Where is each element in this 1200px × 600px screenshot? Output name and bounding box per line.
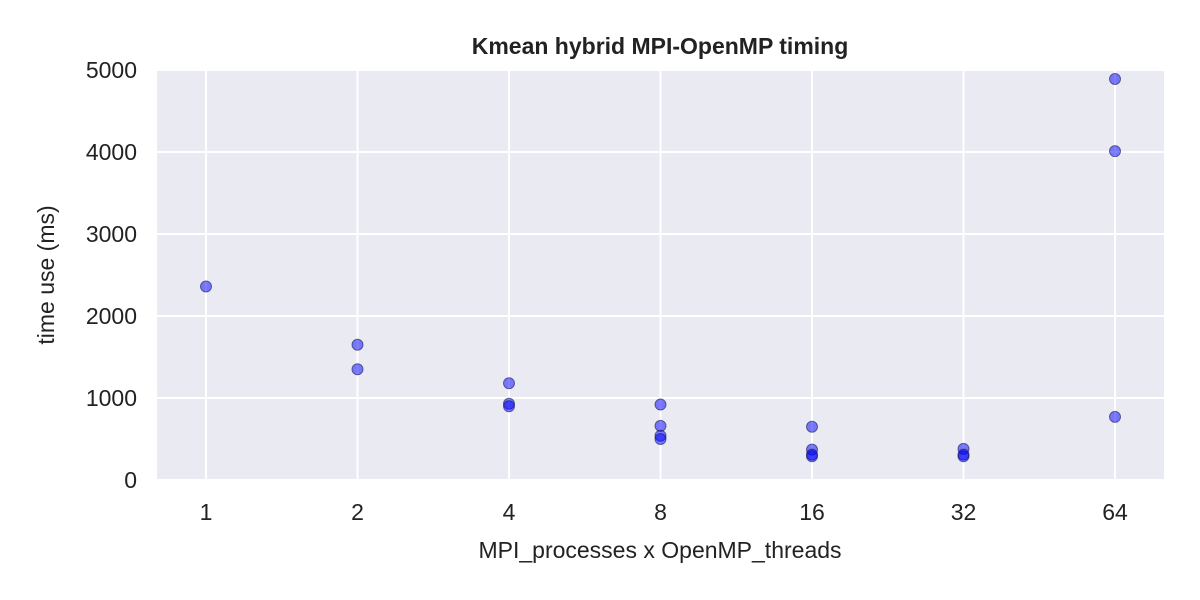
data-point [957, 450, 970, 463]
y-tick-label: 0 [124, 467, 137, 493]
data-points [200, 73, 1121, 463]
data-point [1109, 410, 1121, 423]
data-point [351, 363, 364, 376]
x-tick-label: 16 [799, 499, 825, 525]
x-tick-label: 32 [951, 499, 977, 525]
data-point [654, 398, 667, 411]
y-axis-label: time use (ms) [33, 205, 59, 344]
x-tick-label: 4 [503, 499, 516, 525]
data-point [200, 280, 212, 293]
y-tick-label: 2000 [86, 303, 137, 329]
y-tick-label: 4000 [86, 139, 137, 165]
data-point [351, 338, 364, 351]
y-tick-label: 1000 [86, 385, 137, 411]
data-point [1109, 145, 1121, 158]
data-point [806, 420, 818, 433]
y-tick-label: 5000 [86, 57, 137, 83]
data-point [503, 400, 515, 413]
data-point [654, 433, 667, 445]
data-point [503, 377, 515, 390]
data-point [806, 450, 818, 463]
grid [157, 69, 1164, 481]
x-axis-label: MPI_processes x OpenMP_threads [478, 537, 841, 563]
x-tick-labels: 1 2 4 8 16 32 64 [200, 499, 1128, 525]
x-tick-label: 8 [654, 499, 667, 525]
data-point [1109, 73, 1121, 86]
x-tick-label: 2 [351, 499, 364, 525]
chart-title: Kmean hybrid MPI-OpenMP timing [472, 33, 849, 59]
x-tick-label: 1 [200, 499, 213, 525]
x-tick-label: 64 [1102, 499, 1128, 525]
y-tick-label: 3000 [86, 221, 137, 247]
y-tick-labels: 0 1000 2000 3000 4000 5000 [86, 57, 137, 493]
